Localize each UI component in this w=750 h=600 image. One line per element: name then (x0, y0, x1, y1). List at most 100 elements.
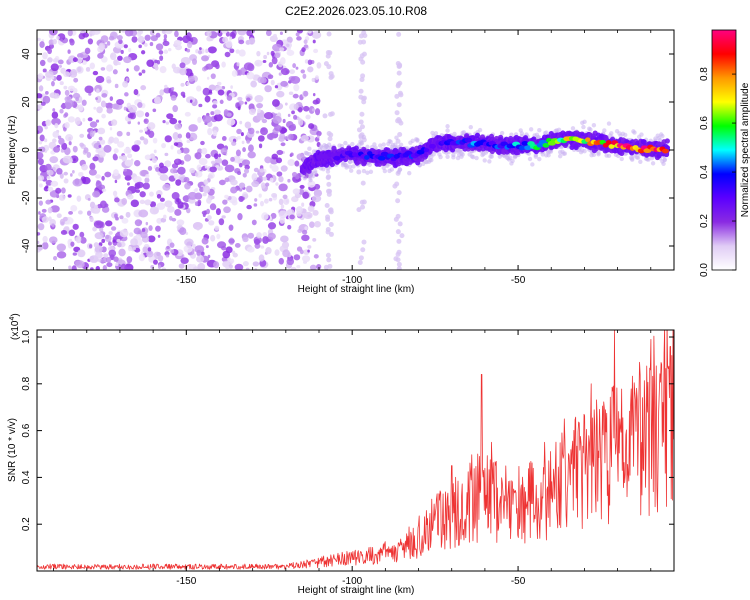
heatmap-noise-blob (119, 229, 129, 238)
heatmap-noise-blob (303, 211, 313, 220)
heatmap-streak-blob (393, 216, 399, 222)
heatmap-noise-blob (229, 258, 235, 264)
heatmap-noise-blob (194, 172, 199, 177)
heatmap-noise-blob (106, 41, 111, 46)
heatmap-noise-blob (137, 35, 145, 44)
heatmap-noise-blob (99, 227, 104, 233)
heatmap-noise-blob (40, 101, 46, 106)
heatmap-band-halo (482, 158, 487, 163)
heatmap-streak-blob (357, 259, 363, 265)
heatmap-noise-blob (283, 197, 290, 205)
heatmap-noise-blob (89, 162, 96, 171)
heatmap-noise-blob (88, 244, 93, 249)
heatmap-noise-blob (271, 192, 278, 198)
heatmap-noise-blob (278, 176, 284, 183)
heatmap-streak-blob (396, 249, 402, 255)
heatmap-noise-blob (247, 144, 254, 152)
heatmap-noise-blob (84, 85, 94, 94)
heatmap-noise-blob (293, 114, 298, 120)
heatmap-streak-blob (325, 188, 331, 194)
heatmap-band-halo (623, 132, 628, 138)
colorbar: 0.0 0.2 0.4 0.6 0.8 Normalized spectral ampl… (699, 29, 750, 277)
heatmap-noise-blob (272, 115, 282, 124)
heatmap-noise-blob (176, 149, 182, 155)
heatmap-band-halo (365, 170, 370, 175)
heatmap-noise-blob (139, 199, 146, 205)
heatmap-noise-blob (254, 59, 263, 67)
heatmap-noise-blob (169, 242, 175, 248)
heatmap-band-halo (635, 155, 641, 160)
heatmap-streak-blob (361, 39, 367, 45)
heatmap-streak-blob (394, 93, 400, 99)
heatmap-band-halo (351, 164, 356, 169)
heatmap-noise-blob (259, 77, 267, 84)
heatmap-noise-blob (85, 66, 91, 72)
heatmap-noise-blob (188, 132, 198, 141)
heatmap-band-blob (353, 145, 359, 151)
heatmap-noise-blob (50, 180, 59, 187)
heatmap-noise-blob (153, 251, 161, 260)
heatmap-streak-blob (398, 92, 404, 98)
heatmap-streak-blob (356, 169, 362, 175)
snr-x-tick-label: -50 (511, 576, 526, 587)
heatmap-streak-blob (327, 136, 333, 142)
heatmap-streak-blob (396, 102, 402, 108)
heatmap-noise-blob (168, 175, 176, 182)
heatmap-noise-blob (134, 160, 141, 167)
heatmap-noise-blob (106, 262, 113, 268)
heatmap-band-halo (307, 146, 312, 151)
heatmap-noise-blob (112, 69, 118, 75)
heatmap-noise-blob (94, 232, 104, 240)
heatmap-noise-blob (164, 160, 172, 168)
snr-y-multiplier-base: (x10 (10, 320, 21, 340)
heatmap-noise-blob (276, 149, 284, 155)
heatmap-noise-blob (51, 117, 61, 126)
heatmap-noise-blob (218, 218, 225, 226)
heatmap-noise-blob (81, 176, 91, 185)
heatmap-noise-blob (180, 82, 185, 87)
heatmap-streak-blob (324, 202, 330, 208)
heatmap-noise-blob (207, 46, 217, 54)
heatmap-noise-blob (307, 245, 312, 249)
heatmap-band-halo (302, 175, 307, 181)
heatmap-noise-blob (142, 182, 150, 190)
heatmap-streak-blob (323, 264, 329, 270)
heatmap-noise-blob (287, 159, 296, 166)
heatmap-noise-blob (170, 145, 174, 150)
heatmap-noise-blob (208, 89, 213, 94)
heatmap-noise-blob (156, 202, 166, 210)
heatmap-noise-blob (150, 264, 155, 269)
heatmap-noise-blob (272, 99, 280, 107)
heatmap-noise-blob (139, 136, 145, 141)
snr-frame (36, 329, 675, 572)
heatmap-noise-blob (87, 117, 93, 122)
heatmap-noise-blob (50, 205, 60, 213)
heatmap-band-halo (540, 152, 545, 157)
heatmap-noise-blob (173, 173, 179, 179)
heatmap-band-halo (528, 127, 534, 132)
heatmap-noise-blob (122, 80, 129, 88)
heatmap-noise-blob (60, 38, 63, 42)
heatmap-noise-blob (92, 30, 101, 35)
heatmap-band-blob (329, 161, 335, 168)
heatmap-noise-blob (67, 49, 71, 54)
heatmap-x-tick-label: -150 (176, 275, 196, 286)
heatmap-noise-blob (286, 209, 295, 217)
heatmap-noise-blob (141, 228, 146, 233)
heatmap-noise-blob (72, 57, 78, 63)
heatmap-noise-blob (196, 249, 202, 257)
heatmap-band-halo (393, 142, 398, 147)
heatmap-noise-blob (119, 215, 124, 220)
heatmap-noise-blob (138, 253, 145, 262)
snr-panel: -150 -100 -50 0.2 0.4 0.6 0.8 1.0 Height of st… (7, 313, 675, 596)
heatmap-streak-blob (398, 120, 404, 126)
heatmap-band-halo (591, 152, 597, 157)
heatmap-band-halo (477, 127, 483, 133)
heatmap-band-halo (312, 169, 318, 174)
heatmap-noise-blob (278, 183, 288, 192)
heatmap-noise-blob (76, 57, 83, 64)
heatmap-noise-blob (142, 246, 149, 253)
heatmap-noise-blob (182, 147, 190, 154)
heatmap-band-halo (389, 167, 395, 172)
heatmap-noise-blob (166, 245, 170, 250)
